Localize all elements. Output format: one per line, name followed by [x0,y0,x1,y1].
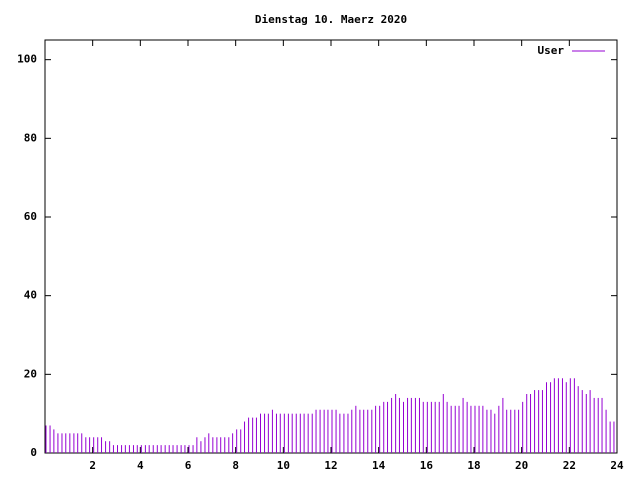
legend-label: User [538,44,565,57]
x-tick-label: 24 [610,459,624,472]
y-tick-label: 100 [17,53,37,66]
y-tick-label: 80 [24,131,37,144]
y-tick-label: 60 [24,210,37,223]
x-tick-label: 14 [372,459,386,472]
x-tick-label: 6 [185,459,192,472]
x-tick-label: 4 [137,459,144,472]
x-tick-label: 12 [324,459,337,472]
x-tick-label: 16 [420,459,434,472]
x-tick-label: 18 [467,459,480,472]
y-tick-label: 0 [30,446,37,459]
x-tick-label: 22 [563,459,576,472]
plot-border [44,39,618,454]
chart-title: Dienstag 10. Maerz 2020 [255,13,407,26]
y-tick-label: 40 [24,289,37,302]
x-tick-label: 2 [89,459,96,472]
x-tick-label: 8 [232,459,239,472]
x-tick-label: 10 [277,459,290,472]
x-tick-label: 20 [515,459,528,472]
y-tick-label: 20 [24,367,37,380]
